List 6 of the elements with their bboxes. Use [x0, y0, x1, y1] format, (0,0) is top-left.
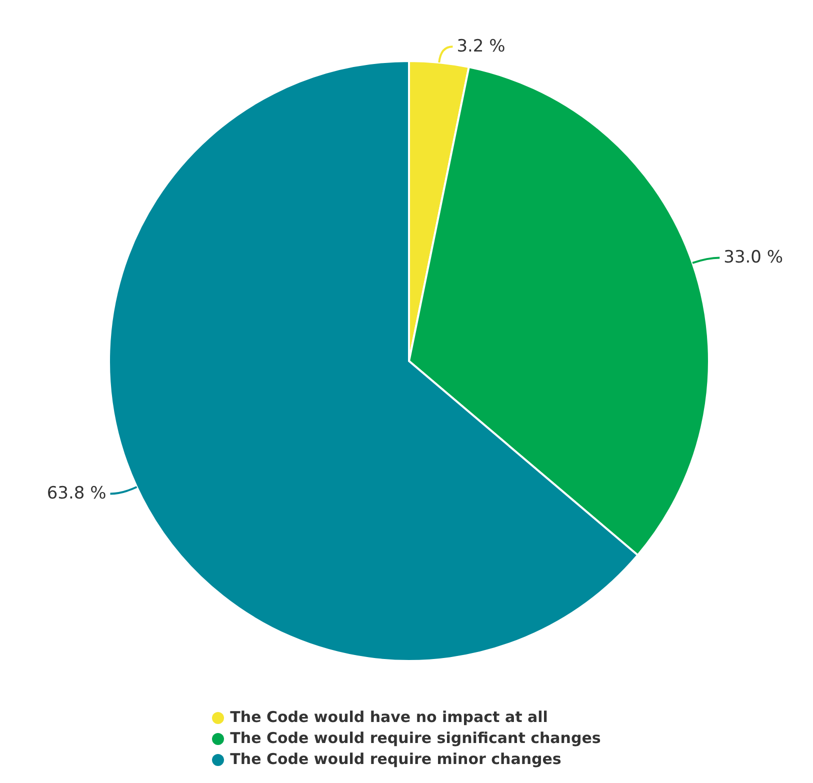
legend-label: The Code would require minor changes: [230, 749, 562, 770]
legend-label: The Code would require significant changes: [230, 728, 601, 749]
data-label: 3.2 %: [456, 36, 506, 57]
legend-label: The Code would have no impact at all: [230, 707, 548, 728]
data-label: 33.0 %: [724, 248, 784, 268]
data-label: 63.8 %: [46, 484, 106, 504]
